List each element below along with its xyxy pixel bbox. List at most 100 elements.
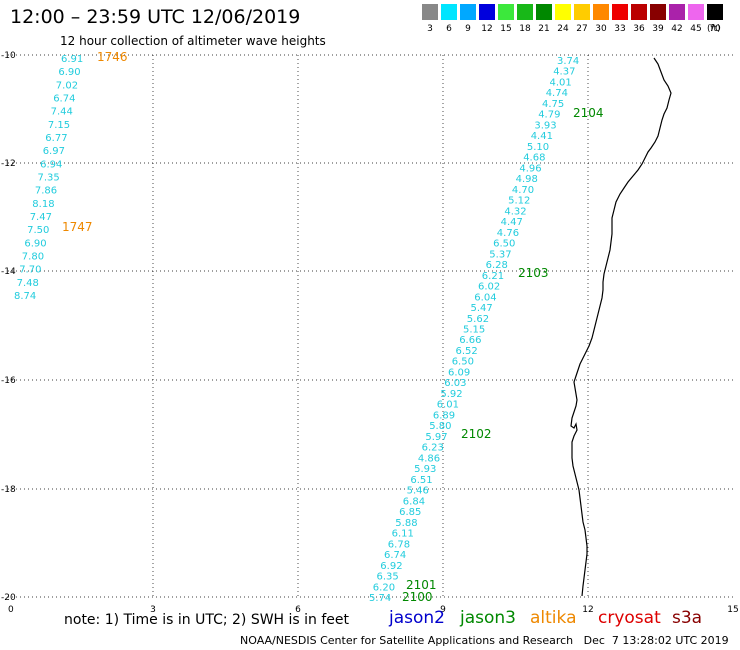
wave-height-value: 7.35: [38, 173, 60, 184]
wave-height-value: 6.21: [482, 271, 504, 282]
color-scale-label: 36: [633, 24, 645, 34]
color-scale-swatch: [669, 4, 685, 20]
color-scale-swatch: [441, 4, 457, 20]
wave-height-value: 6.03: [444, 378, 466, 389]
y-tick-label: -14: [1, 267, 16, 277]
color-scale-swatch: [555, 4, 571, 20]
wave-height-value: 6.84: [403, 496, 425, 507]
color-scale-swatch: [498, 4, 514, 20]
color-scale-swatch: [612, 4, 628, 20]
pass-time-label: 1746: [97, 50, 128, 64]
axis-tick-labels: 0 3 6 9 12 15 -10 -12 -14 -16 -18 -20: [1, 51, 739, 615]
wave-height-value: 6.52: [456, 346, 478, 357]
wave-height-value: 6.91: [61, 54, 83, 65]
footer-credit-text: NOAA/NESDIS Center for Satellite Applica…: [240, 634, 574, 647]
wave-height-value: 4.86: [418, 453, 440, 464]
y-tick-label: -12: [1, 159, 16, 169]
wave-height-value: 6.50: [452, 357, 474, 368]
wave-height-value: 5.37: [489, 249, 511, 260]
wave-height-value: 5.97: [425, 432, 447, 443]
wave-height-value: 6.35: [377, 572, 399, 583]
wave-height-value: 8.18: [32, 199, 54, 210]
wave-height-value: 7.44: [51, 107, 73, 118]
color-scale-unit: (ft): [707, 24, 721, 34]
color-scale-label: 70: [709, 24, 721, 34]
wave-height-value: 5.15: [463, 325, 485, 336]
pass-time-label: 2102: [461, 427, 492, 441]
wave-height-value: 6.09: [448, 368, 470, 379]
wave-height-value: 5.10: [527, 142, 549, 153]
color-scale-label: 12: [481, 24, 493, 34]
wave-height-value: 7.70: [19, 265, 41, 276]
color-scale-label: 9: [465, 24, 471, 34]
wave-height-value: 5.92: [440, 389, 462, 400]
pass-time-label: 2100: [402, 590, 433, 604]
color-scale-swatch: [631, 4, 647, 20]
wave-height-value: 5.12: [508, 196, 530, 207]
wave-height-value: 6.50: [493, 239, 515, 250]
legend-s3a: s3a: [672, 608, 703, 628]
color-scale-label: 21: [538, 24, 550, 34]
chart-subtitle: 12 hour collection of altimeter wave hei…: [60, 34, 326, 48]
wave-height-value: 6.74: [384, 550, 406, 561]
wave-height-value: 3.93: [534, 120, 556, 131]
wave-height-value: 6.85: [399, 507, 421, 518]
map-grid: [8, 54, 733, 598]
color-scale-label: 30: [595, 24, 607, 34]
wave-height-value: 4.41: [531, 131, 553, 142]
wave-height-value: 5.47: [471, 303, 493, 314]
y-tick-label: -16: [1, 376, 16, 386]
pass-time-label: 2104: [573, 106, 604, 120]
wave-height-value: 5.80: [429, 421, 451, 432]
wave-height-value: 6.01: [437, 400, 459, 411]
wave-height-value: 6.77: [45, 133, 67, 144]
wave-height-value: 4.75: [542, 99, 564, 110]
x-tick-label: 3: [150, 605, 156, 615]
color-scale-swatch: [460, 4, 476, 20]
wave-height-value: 6.66: [459, 335, 481, 346]
wave-height-value: 6.20: [373, 582, 395, 593]
footer-credit: NOAA/NESDIS Center for Satellite Applica…: [240, 634, 729, 647]
color-scale-swatch: [593, 4, 609, 20]
altika-track: 6.91 6.90 7.02 6.74 7.44 7.15 6.77 6.97 6.94 7.35…: [14, 50, 128, 302]
x-tick-label: 0: [8, 605, 14, 615]
coastline: [570, 57, 672, 597]
wave-height-value: 6.92: [380, 561, 402, 572]
wave-height-value: 4.74: [546, 88, 568, 99]
wave-height-value: 4.70: [512, 185, 534, 196]
wave-height-value: 4.76: [497, 228, 519, 239]
wave-height-value: 7.15: [48, 120, 70, 131]
wave-height-value: 6.90: [58, 67, 80, 78]
legend-jason3: jason3: [460, 608, 516, 628]
wave-height-value: 7.86: [35, 186, 57, 197]
legend-cryosat: cryosat: [598, 608, 661, 628]
x-tick-label: 6: [295, 605, 301, 615]
wave-height-value: 4.47: [501, 217, 523, 228]
color-scale-label: 27: [576, 24, 588, 34]
color-scale-swatch: [422, 4, 438, 20]
color-scale-label: 45: [690, 24, 702, 34]
color-scale-label: 3: [427, 24, 433, 34]
jason3-track: 3.744.374.014.744.754.793.934.415.104.68…: [369, 56, 604, 604]
wave-height-value: 4.37: [553, 67, 575, 78]
color-scale-label: 39: [652, 24, 664, 34]
wave-height-value: 6.28: [486, 260, 508, 271]
wave-height-value: 6.02: [478, 282, 500, 293]
footer-timestamp: Dec 7 13:28:02 UTC 2019: [583, 634, 729, 647]
legend-jason2: jason2: [389, 608, 445, 628]
wave-height-value: 8.74: [14, 291, 36, 302]
wave-height-value: 7.02: [56, 80, 78, 91]
x-tick-label: 15: [727, 605, 738, 615]
wave-height-value: 5.46: [407, 486, 429, 497]
y-tick-label: -10: [1, 51, 16, 61]
y-tick-label: -20: [1, 593, 16, 603]
color-scale-label: 24: [557, 24, 569, 34]
wave-height-value: 7.80: [22, 252, 44, 263]
color-scale-swatch: [650, 4, 666, 20]
wave-height-value: 6.74: [53, 94, 75, 105]
color-scale-swatch: [517, 4, 533, 20]
wave-height-value: 5.74: [369, 593, 391, 604]
wave-height-value: 6.97: [43, 146, 65, 157]
wave-height-value: 5.62: [467, 314, 489, 325]
wave-height-value: 6.11: [392, 529, 414, 540]
